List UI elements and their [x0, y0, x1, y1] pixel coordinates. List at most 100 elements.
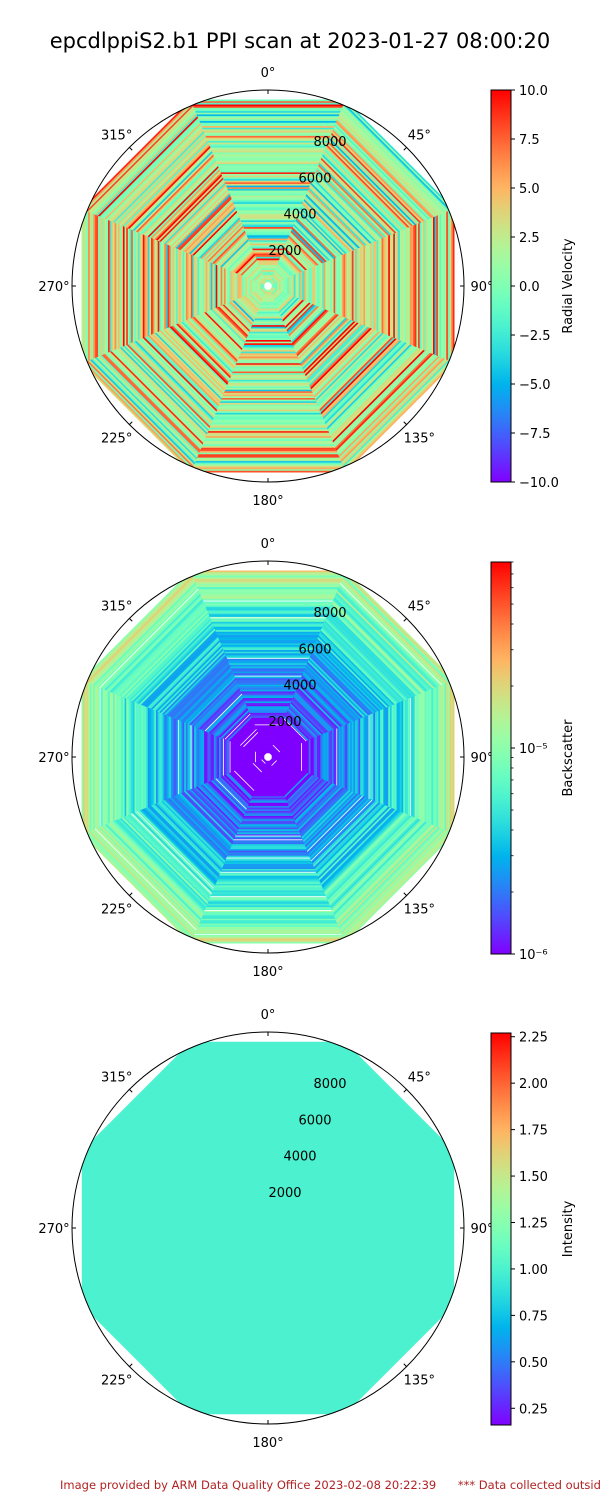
angle-tick: [129, 1089, 133, 1093]
angle-tick-label: 135°: [404, 902, 435, 917]
field-gap: [99, 588, 199, 688]
angle-tick: [129, 618, 133, 622]
angle-tick: [403, 147, 407, 151]
field-gap: [283, 718, 307, 742]
field-gap: [94, 828, 197, 931]
field-gap: [339, 582, 443, 686]
panel-radial-velocity: 0° 45° 90° 135° 180° 225° 270° 315° 2000 4000 6000…: [38, 66, 576, 509]
colorbar-tick-label: 1.50: [519, 1170, 548, 1185]
figure-title: epcdlppiS2.b1 PPI scan at 2023-01-27 08:…: [50, 29, 551, 53]
radial-tick-label: 2000: [268, 244, 301, 259]
colorbar-label: Intensity: [561, 1200, 576, 1257]
field-gap: [204, 693, 243, 732]
radial-tick-label: 4000: [283, 679, 316, 694]
colorbar-tick-label: 1.75: [519, 1124, 548, 1139]
angle-tick-label: 45°: [408, 129, 431, 144]
field-gap: [215, 778, 247, 810]
angle-tick-label: 135°: [404, 431, 435, 446]
colorbar-tick-label: 2.00: [519, 1077, 548, 1092]
field-gap: [261, 759, 266, 764]
angle-tick-label: 180°: [252, 1436, 283, 1451]
colorbar-tick-label: 10⁻⁵: [519, 742, 548, 757]
colorbar-radial-velocity: [490, 89, 512, 483]
angle-tick-label: 225°: [101, 902, 132, 917]
radial-tick-label: 2000: [268, 1186, 301, 1201]
angle-tick-label: 315°: [101, 600, 132, 615]
angle-tick-label: 180°: [252, 494, 283, 509]
angle-tick-label: 315°: [101, 129, 132, 144]
colorbar-label: Radial Velocity: [561, 238, 576, 334]
footer: Image provided by ARM Data Quality Offic…: [60, 1478, 600, 1492]
angle-tick-label: 270°: [38, 751, 69, 766]
colorbar-tick-label: 0.0: [519, 280, 540, 295]
field-gap: [131, 813, 212, 894]
field-fill: [81, 1041, 455, 1415]
radial-tick-label: 2000: [268, 715, 301, 730]
colorbar-tick-label: 1.25: [519, 1216, 548, 1231]
field-gap: [234, 770, 255, 791]
angle-tick-label: 315°: [101, 1071, 132, 1086]
colorbar-tick-label: 2.25: [519, 1031, 548, 1046]
angle-tick-label: 0°: [261, 1008, 276, 1023]
colorbar-label: Backscatter: [561, 719, 576, 797]
field-gap: [271, 760, 277, 766]
radial-tick-label: 8000: [313, 1077, 346, 1092]
field-radial-velocity: [81, 99, 455, 473]
angle-tick: [129, 892, 133, 896]
field-gap: [243, 732, 259, 748]
panel-intensity: 0° 45° 90° 135° 180° 225° 270° 315° 2000 4000 6000…: [38, 1008, 576, 1451]
footer-warning: *** Data collected outside: [457, 1478, 600, 1492]
field-gap: [136, 811, 214, 889]
radial-tick-label: 4000: [283, 1150, 316, 1165]
field-gap: [224, 713, 251, 740]
radial-tick-label: 6000: [298, 642, 331, 657]
colorbar-tick-label: 2.5: [519, 231, 540, 246]
angle-tick-label: 135°: [404, 1373, 435, 1388]
field-band: [265, 750, 271, 754]
angle-tick-label: 0°: [261, 537, 276, 552]
radial-tick-label: 4000: [283, 208, 316, 223]
field-gap: [252, 762, 263, 773]
angle-tick-label: 225°: [101, 1373, 132, 1388]
colorbar-tick-label: 0.75: [519, 1309, 548, 1324]
colorbar-backscatter: [490, 561, 512, 955]
angle-tick: [403, 421, 407, 425]
colorbar-tick-label: 10⁻⁶: [519, 948, 548, 963]
colorbar-intensity: [490, 1032, 512, 1426]
angle-tick-label: 270°: [38, 1222, 69, 1237]
angle-tick: [403, 1089, 407, 1093]
colorbar-tick-label: 10.0: [519, 84, 548, 99]
angle-tick-label: 90°: [470, 280, 493, 295]
field-gap: [306, 795, 363, 852]
field-gap: [272, 744, 281, 753]
angle-tick-label: 45°: [408, 1071, 431, 1086]
field-gap: [310, 799, 373, 862]
angle-tick: [129, 421, 133, 425]
angle-tick: [403, 892, 407, 896]
footer-provided: Image provided by ARM Data Quality Offic…: [60, 1478, 437, 1492]
field-backscatter: [81, 570, 455, 944]
field-band: [265, 279, 271, 283]
colorbar-tick-label: 7.5: [519, 133, 540, 148]
radial-tick-label: 8000: [313, 606, 346, 621]
colorbar-tick-label: 5.0: [519, 182, 540, 197]
angle-tick-label: 90°: [470, 1222, 493, 1237]
field-gap: [239, 728, 257, 746]
panel-backscatter: 0° 45° 90° 135° 180° 225° 270° 315° 2000 4000 6000…: [38, 537, 576, 980]
radial-tick-label: 6000: [298, 171, 331, 186]
field-intensity: [81, 1041, 455, 1415]
angle-tick: [403, 1363, 407, 1367]
angle-tick: [129, 147, 133, 151]
angle-tick-label: 90°: [470, 751, 493, 766]
radial-tick-label: 6000: [298, 1113, 331, 1128]
colorbar-tick-label: 0.50: [519, 1356, 548, 1371]
angle-tick-label: 180°: [252, 965, 283, 980]
angle-tick-label: 45°: [408, 600, 431, 615]
colorbar-tick-label: −10.0: [519, 476, 559, 491]
angle-tick-label: 225°: [101, 431, 132, 446]
angle-tick-label: 270°: [38, 280, 69, 295]
angle-tick: [129, 1363, 133, 1367]
angle-tick-label: 0°: [261, 66, 276, 81]
angle-tick: [403, 618, 407, 622]
